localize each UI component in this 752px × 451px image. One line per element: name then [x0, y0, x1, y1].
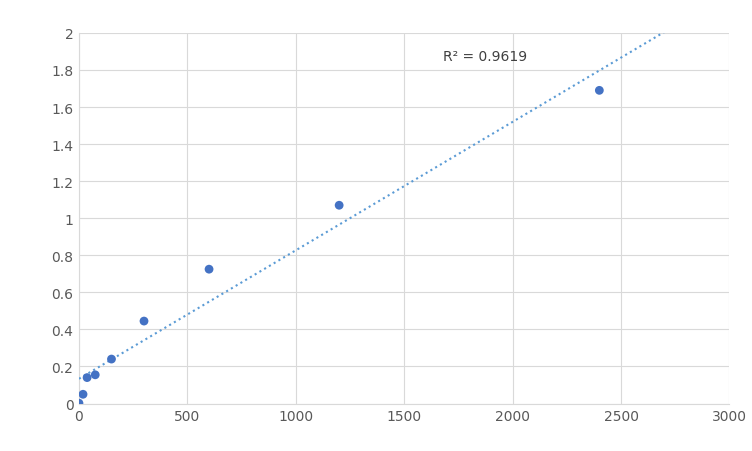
Point — [105, 356, 117, 363]
Point — [333, 202, 345, 209]
Point — [593, 87, 605, 95]
Point — [77, 391, 89, 398]
Point — [138, 318, 150, 325]
Text: R² = 0.9619: R² = 0.9619 — [443, 50, 527, 64]
Point — [203, 266, 215, 273]
Point — [81, 374, 93, 382]
Point — [73, 400, 85, 407]
Point — [89, 371, 102, 378]
